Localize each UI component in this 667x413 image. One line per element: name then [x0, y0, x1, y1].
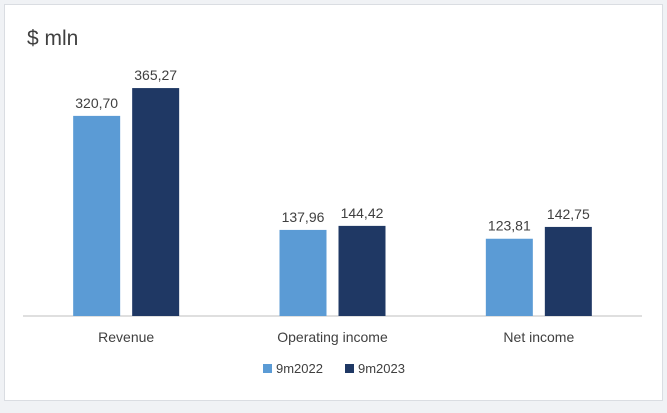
bar-9m2023-1 [338, 225, 386, 316]
bar-9m2022-2 [485, 238, 533, 316]
data-label: 137,96 [282, 209, 325, 225]
bar-chart: 320,70 365,27 Revenue 137,96 144,42 Operating… [23, 67, 642, 376]
data-label: 320,70 [75, 95, 118, 111]
data-label: 123,81 [488, 218, 531, 234]
bar-9m2023-0 [132, 88, 180, 316]
bar-9m2022-1 [279, 229, 327, 316]
x-tick-label: Operating income [277, 329, 388, 345]
legend-swatch-9m2023 [345, 364, 354, 373]
bar-9m2023-2 [544, 226, 592, 316]
legend-label: 9m2022 [276, 361, 323, 376]
chart-panel: $ mln 320,70 365,27 Revenue 137,96 144,42 Ope… [4, 4, 663, 401]
x-tick-label: Revenue [98, 329, 154, 345]
legend-label: 9m2023 [358, 361, 405, 376]
x-tick-label: Net income [503, 329, 574, 345]
bar-9m2022-0 [73, 115, 121, 316]
data-label: 144,42 [341, 205, 384, 221]
legend-swatch-9m2022 [263, 364, 272, 373]
data-label: 365,27 [134, 67, 177, 83]
unit-label: $ mln [27, 27, 79, 50]
data-label: 142,75 [547, 206, 590, 222]
